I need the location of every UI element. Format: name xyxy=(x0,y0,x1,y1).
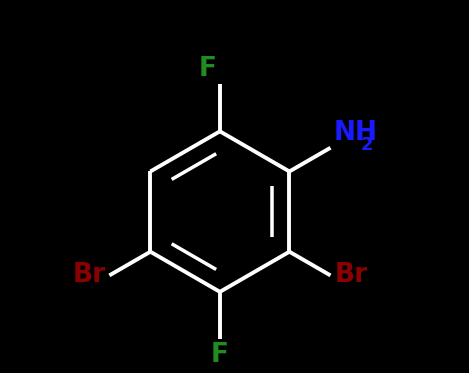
Text: NH: NH xyxy=(333,120,378,146)
Text: F: F xyxy=(199,56,217,82)
Text: Br: Br xyxy=(334,263,367,288)
Text: F: F xyxy=(211,342,229,368)
Text: 2: 2 xyxy=(361,136,373,154)
Text: Br: Br xyxy=(73,263,106,288)
